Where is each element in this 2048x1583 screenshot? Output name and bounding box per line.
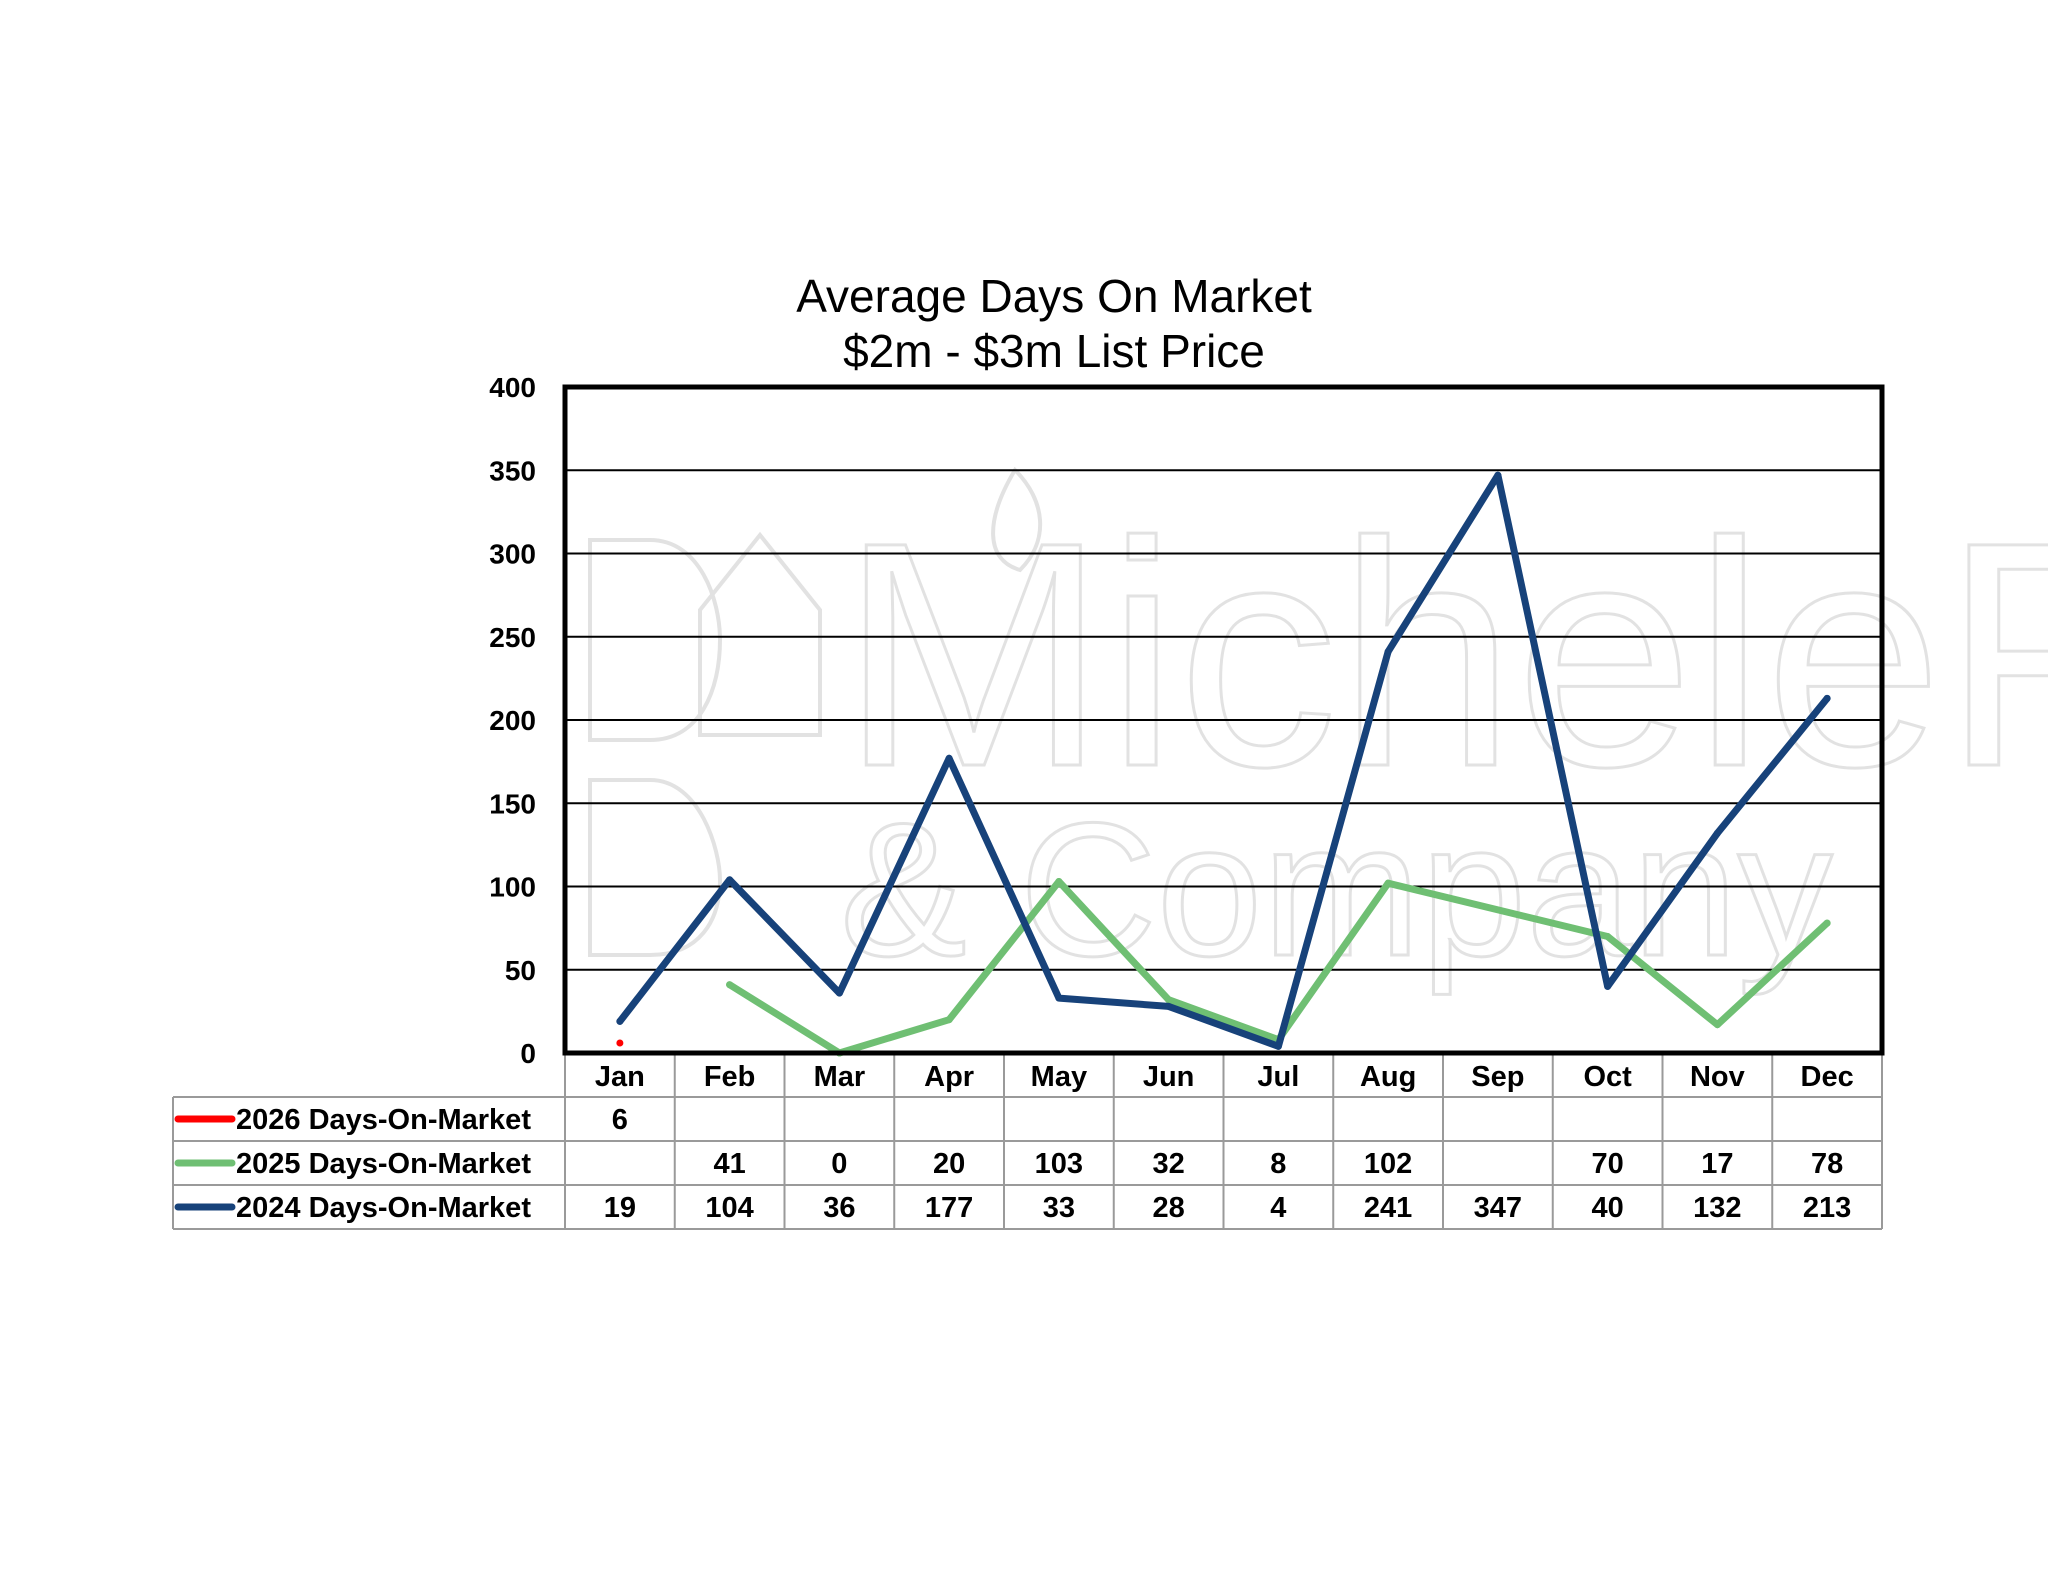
category-label: Jul: [1257, 1061, 1299, 1093]
chart-title: Average Days On Market$2m - $3m List Pri…: [796, 270, 1312, 377]
plot-area-border: [562, 384, 1885, 1056]
table-cell-value: 241: [1364, 1192, 1412, 1224]
data-table: Jan Feb Mar Apr May Jun Jul Aug Sep Oct Nov Dec 2026…: [172, 1053, 1883, 1230]
watermark-line-1: MicheleFlory: [840, 475, 2048, 835]
y-axis-ticks: 0 50 100 150 200 250 300 350 400: [489, 372, 536, 1069]
category-label: Feb: [704, 1061, 756, 1093]
table-cell-value: 33: [1043, 1192, 1075, 1224]
data-point: [1055, 994, 1063, 1002]
series-lines: [616, 471, 1831, 1057]
data-point: [616, 1017, 624, 1025]
table-cell-value: 0: [831, 1148, 847, 1180]
y-tick-label: 350: [489, 455, 536, 486]
data-point: [616, 1039, 624, 1047]
y-tick-label: 150: [489, 788, 536, 819]
category-label: Jun: [1143, 1061, 1195, 1093]
data-point: [1823, 694, 1831, 702]
table-cell-value: 213: [1803, 1192, 1851, 1224]
data-point: [835, 989, 843, 997]
y-tick-label: 50: [505, 955, 536, 986]
gridlines: [565, 469, 1882, 971]
table-cell-value: 103: [1035, 1148, 1083, 1180]
category-label: Dec: [1801, 1061, 1854, 1093]
table-cell-value: 32: [1152, 1148, 1184, 1180]
data-point: [1384, 648, 1392, 656]
table-cell-value: 20: [933, 1148, 965, 1180]
watermark-logo: MicheleFlory& Company: [588, 466, 2048, 998]
legend-label: 2025 Days-On-Market: [236, 1148, 531, 1180]
category-label: Oct: [1583, 1061, 1632, 1093]
category-label: Sep: [1471, 1061, 1524, 1093]
table-cell-value: 104: [705, 1192, 753, 1224]
table-cell-value: 41: [713, 1148, 745, 1180]
category-label: Mar: [814, 1061, 866, 1093]
legend-label: 2026 Days-On-Market: [236, 1104, 531, 1136]
plot-frame: [562, 384, 1885, 1056]
table-cell-value: 132: [1693, 1192, 1741, 1224]
y-tick-label: 250: [489, 622, 536, 653]
chart-title-line-2: $2m - $3m List Price: [843, 325, 1265, 377]
table-cell-value: 28: [1152, 1192, 1184, 1224]
data-point: [1604, 982, 1612, 990]
category-label: Aug: [1360, 1061, 1416, 1093]
y-tick-label: 400: [489, 372, 536, 403]
data-point: [1384, 879, 1392, 887]
data-point: [1055, 878, 1063, 886]
data-point: [726, 981, 734, 989]
data-point: [1165, 996, 1173, 1004]
watermark-house-icon: [698, 531, 822, 737]
table-cell-value: 6: [612, 1104, 628, 1136]
table-cell-value: 102: [1364, 1148, 1412, 1180]
data-point: [726, 876, 734, 884]
legend-label: 2024 Days-On-Market: [236, 1192, 531, 1224]
series-line-1: [726, 878, 1831, 1057]
data-point: [1165, 1002, 1173, 1010]
table-cell-value: 36: [823, 1192, 855, 1224]
series-line-2: [616, 471, 1831, 1050]
table-cell-value: 17: [1701, 1148, 1733, 1180]
table-cell-value: 19: [604, 1192, 636, 1224]
data-point: [1604, 932, 1612, 940]
data-point: [1713, 1021, 1721, 1029]
table-cell-value: 347: [1474, 1192, 1522, 1224]
table-cell-value: 40: [1591, 1192, 1623, 1224]
watermark-monogram-icon: [588, 538, 723, 957]
table-cell-value: 177: [925, 1192, 973, 1224]
table-cell-value: 8: [1270, 1148, 1286, 1180]
y-tick-label: 0: [520, 1038, 536, 1069]
y-tick-label: 200: [489, 705, 536, 736]
data-point: [1713, 829, 1721, 837]
table-cell-value: 70: [1591, 1148, 1623, 1180]
category-label: Apr: [924, 1061, 974, 1093]
chart-title-line-1: Average Days On Market: [796, 270, 1312, 322]
data-point: [945, 754, 953, 762]
data-point: [945, 1016, 953, 1024]
y-tick-label: 100: [489, 872, 536, 903]
category-label: Jan: [595, 1061, 645, 1093]
data-point: [1274, 1042, 1282, 1050]
y-tick-label: 300: [489, 539, 536, 570]
watermark-leaf-icon: [991, 466, 1042, 573]
data-point: [1494, 471, 1502, 479]
data-point: [1823, 919, 1831, 927]
table-cell-value: 4: [1270, 1192, 1286, 1224]
category-label: Nov: [1690, 1061, 1745, 1093]
table-cell-value: 78: [1811, 1148, 1843, 1180]
category-label: May: [1031, 1061, 1087, 1093]
